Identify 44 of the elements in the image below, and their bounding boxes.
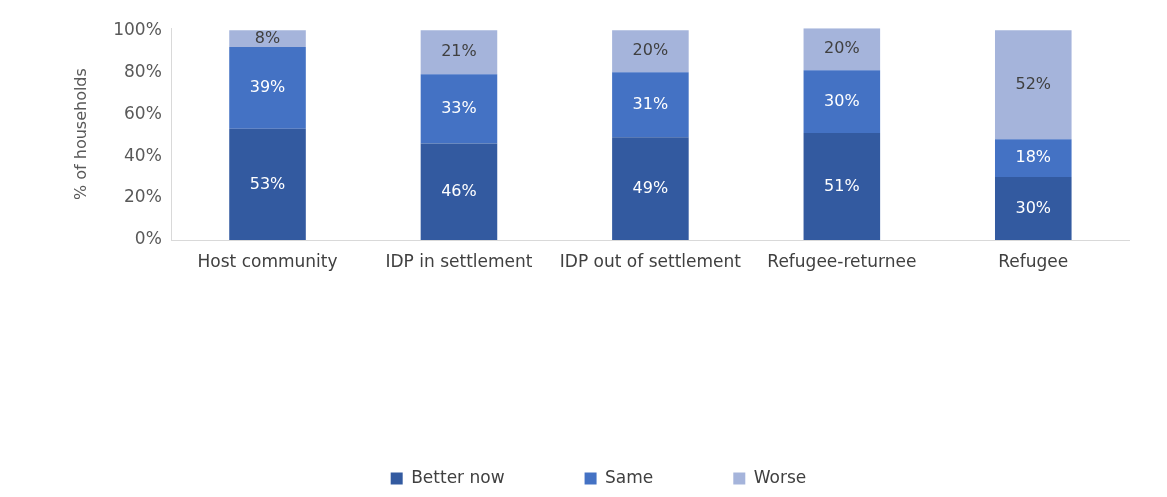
data-label: 20% (632, 40, 669, 60)
y-tick-label: 60% (124, 102, 162, 123)
y-tick-label: 100% (113, 18, 162, 39)
data-label: 31% (632, 93, 669, 113)
y-tick-label: 40% (124, 144, 162, 165)
data-label: 30% (824, 90, 860, 110)
bar (994, 139, 1072, 178)
bar (420, 143, 498, 240)
bar (612, 72, 689, 138)
data-label: 21% (441, 41, 477, 61)
bar (612, 137, 689, 240)
bar (420, 30, 498, 75)
legend-label: Same (605, 466, 654, 487)
x-tick-label: Refugee (998, 250, 1069, 271)
data-label: 51% (824, 175, 860, 195)
data-label: 30% (1015, 197, 1052, 217)
y-axis-title: % of households (70, 68, 90, 201)
legend-label: Worse (753, 466, 807, 487)
bar (994, 30, 1072, 140)
data-label: 20% (824, 38, 860, 58)
y-tick-label: 0% (134, 228, 162, 249)
bar (994, 177, 1072, 240)
data-label: 49% (632, 177, 669, 197)
bar (803, 133, 881, 240)
data-label: 18% (1015, 147, 1052, 167)
bar (420, 74, 498, 144)
legend-label: Better now (411, 466, 505, 487)
y-tick-label: 80% (124, 60, 162, 81)
data-label: 39% (249, 77, 286, 97)
bar (803, 70, 881, 134)
x-tick-label: IDP out of settlement (559, 250, 742, 271)
y-tick-label: 20% (124, 186, 162, 207)
data-label: 8% (254, 27, 281, 47)
x-tick-label: IDP in settlement (385, 250, 533, 271)
bar (229, 47, 306, 129)
x-tick-label: Refugee-returnee (767, 250, 917, 271)
data-label: 46% (441, 180, 477, 200)
data-label: 33% (441, 98, 477, 118)
data-label: 52% (1015, 73, 1052, 93)
x-tick-label: Host community (197, 250, 338, 271)
bar (612, 30, 689, 73)
bar (803, 28, 881, 71)
data-label: 53% (249, 173, 286, 193)
bar (229, 128, 306, 240)
